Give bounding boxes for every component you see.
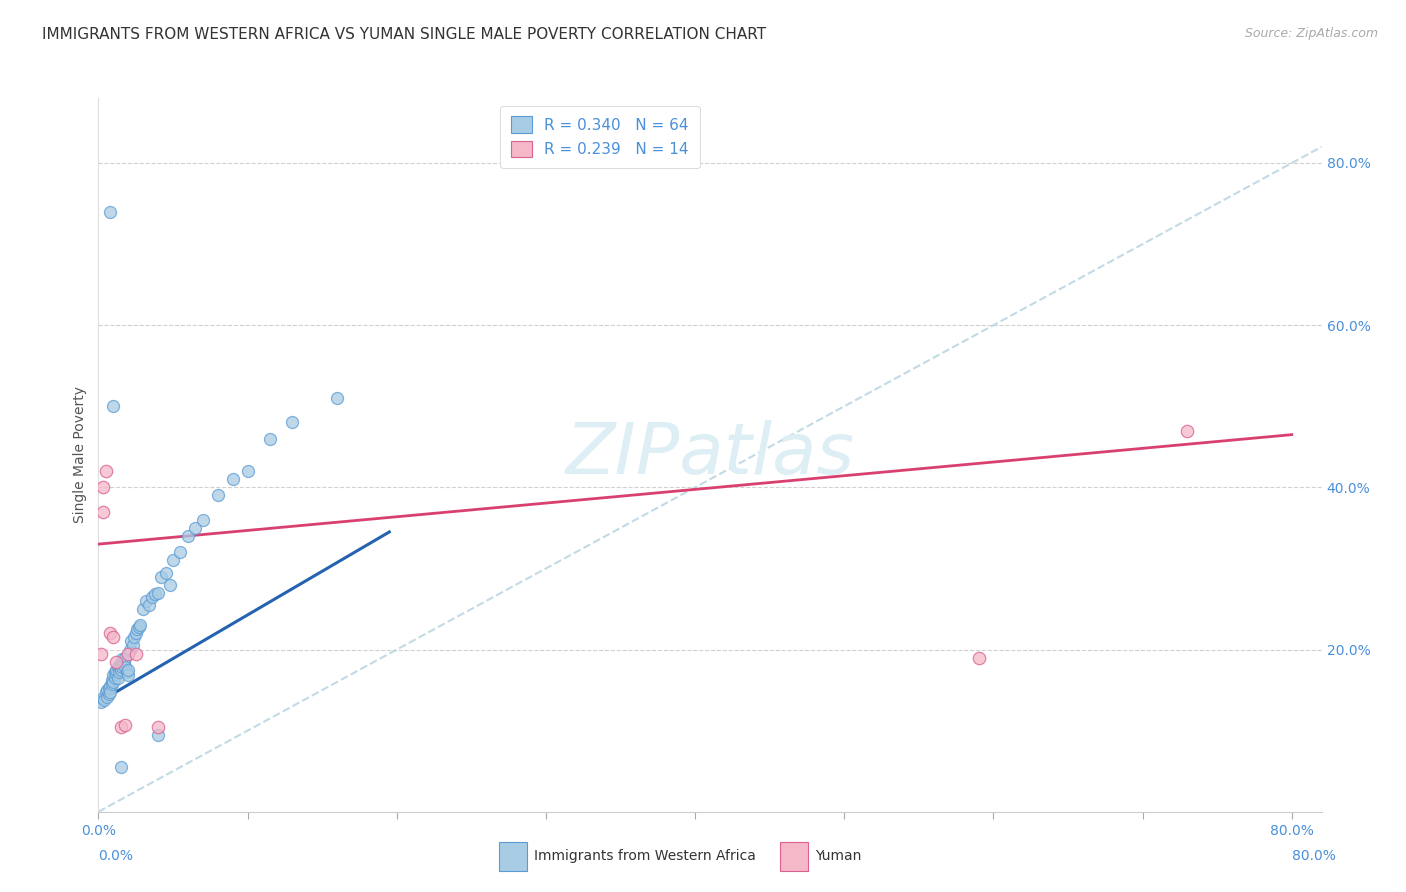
Point	[110, 663, 132, 677]
Point	[97, 681, 120, 696]
Point	[967, 650, 990, 665]
Point	[93, 693, 115, 707]
Point	[146, 728, 169, 742]
Point	[103, 399, 125, 413]
Point	[98, 679, 121, 693]
Point	[117, 668, 139, 682]
Point	[107, 660, 129, 674]
Point	[118, 642, 141, 657]
Text: Source: ZipAtlas.com: Source: ZipAtlas.com	[1244, 27, 1378, 40]
Point	[129, 618, 152, 632]
Point	[120, 634, 142, 648]
Point	[114, 718, 136, 732]
Bar	[780, 842, 808, 871]
Point	[125, 626, 148, 640]
Point	[132, 602, 155, 616]
Legend: R = 0.340   N = 64, R = 0.239   N = 14: R = 0.340 N = 64, R = 0.239 N = 14	[501, 106, 700, 168]
Point	[107, 671, 129, 685]
Point	[191, 513, 214, 527]
Bar	[499, 842, 527, 871]
Point	[98, 626, 121, 640]
Point	[103, 668, 125, 682]
Text: 80.0%: 80.0%	[1292, 849, 1336, 863]
Point	[281, 416, 304, 430]
Point	[155, 566, 177, 580]
Point	[177, 529, 200, 543]
Text: 0.0%: 0.0%	[98, 849, 134, 863]
Point	[162, 553, 184, 567]
Point	[221, 472, 243, 486]
Point	[128, 620, 150, 634]
Point	[1177, 424, 1199, 438]
Text: ZIPatlas: ZIPatlas	[565, 420, 855, 490]
Point	[96, 683, 118, 698]
Point	[114, 660, 136, 674]
Point	[112, 655, 135, 669]
Point	[111, 660, 134, 674]
Point	[110, 657, 132, 672]
Point	[169, 545, 191, 559]
Point	[115, 665, 138, 680]
Text: Immigrants from Western Africa: Immigrants from Western Africa	[534, 849, 756, 863]
Point	[108, 665, 131, 680]
Point	[110, 720, 132, 734]
Point	[90, 695, 112, 709]
Point	[146, 720, 169, 734]
Point	[184, 521, 207, 535]
Point	[259, 432, 281, 446]
Point	[105, 666, 128, 681]
Point	[103, 675, 125, 690]
Point	[110, 760, 132, 774]
Point	[105, 655, 128, 669]
Point	[91, 505, 114, 519]
Point	[103, 631, 125, 645]
Point	[101, 676, 124, 690]
Point	[146, 586, 169, 600]
Point	[138, 598, 160, 612]
Y-axis label: Single Male Poverty: Single Male Poverty	[73, 386, 87, 524]
Point	[101, 673, 124, 688]
Point	[236, 464, 259, 478]
Point	[117, 663, 139, 677]
Point	[104, 665, 127, 680]
Point	[141, 590, 163, 604]
Point	[207, 488, 229, 502]
Point	[98, 204, 121, 219]
Point	[108, 658, 131, 673]
Point	[105, 663, 128, 677]
Point	[150, 569, 173, 583]
Point	[98, 684, 121, 698]
Point	[97, 687, 120, 701]
Point	[127, 622, 149, 636]
Point	[125, 647, 148, 661]
Point	[94, 684, 117, 698]
Point	[96, 690, 118, 704]
Point	[159, 577, 181, 591]
Point	[143, 587, 166, 601]
Point	[94, 464, 117, 478]
Point	[326, 391, 349, 405]
Point	[91, 480, 114, 494]
Point	[117, 647, 139, 661]
Point	[111, 652, 134, 666]
Text: Yuman: Yuman	[815, 849, 862, 863]
Text: IMMIGRANTS FROM WESTERN AFRICA VS YUMAN SINGLE MALE POVERTY CORRELATION CHART: IMMIGRANTS FROM WESTERN AFRICA VS YUMAN …	[42, 27, 766, 42]
Point	[114, 650, 136, 665]
Point	[121, 639, 143, 653]
Point	[122, 631, 145, 645]
Point	[135, 594, 157, 608]
Point	[91, 691, 114, 706]
Point	[90, 647, 112, 661]
Point	[104, 671, 127, 685]
